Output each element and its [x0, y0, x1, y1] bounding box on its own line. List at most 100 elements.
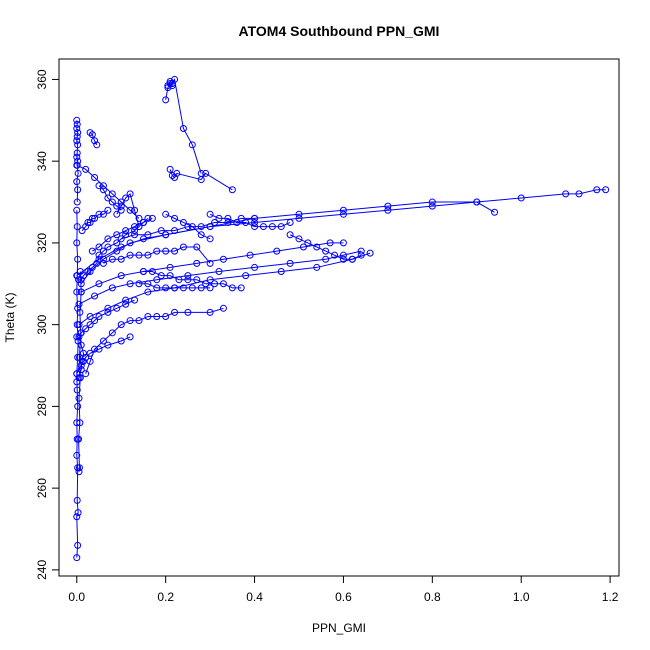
- data-point: [104, 243, 112, 251]
- series-27: [286, 231, 365, 263]
- data-point: [74, 541, 82, 549]
- data-point: [162, 231, 170, 239]
- data-point: [95, 210, 103, 218]
- data-point: [74, 169, 82, 177]
- data-point: [491, 208, 499, 216]
- data-point: [91, 345, 99, 353]
- series-line: [143, 271, 242, 289]
- data-point: [286, 218, 294, 226]
- data-point: [197, 231, 205, 239]
- data-point: [219, 304, 227, 312]
- series-16: [82, 304, 227, 378]
- data-point: [219, 280, 227, 288]
- data-point: [188, 284, 196, 292]
- data-point: [73, 333, 81, 341]
- x-tick-label: 0.8: [424, 590, 441, 604]
- data-point: [135, 317, 143, 325]
- y-tick-label: 340: [35, 151, 49, 171]
- data-point: [179, 243, 187, 251]
- data-point: [95, 182, 103, 190]
- series-line: [98, 185, 122, 211]
- series-layer: [73, 75, 610, 562]
- data-point: [82, 223, 90, 231]
- data-point: [173, 169, 181, 177]
- series-14: [73, 296, 139, 341]
- data-point: [206, 308, 214, 316]
- data-point: [135, 214, 143, 222]
- data-point: [166, 165, 174, 173]
- y-axis: 240 260 280 300 320 340 360: [35, 69, 60, 580]
- data-point: [219, 255, 227, 263]
- series-13: [73, 161, 143, 222]
- series-21: [113, 190, 143, 231]
- x-axis-label: PPN_GMI: [312, 621, 366, 635]
- data-point: [74, 255, 82, 263]
- data-point: [86, 321, 94, 329]
- data-point: [78, 357, 86, 365]
- data-point: [131, 227, 139, 235]
- data-point: [171, 247, 179, 255]
- data-point: [82, 165, 90, 173]
- series-line: [209, 213, 291, 228]
- data-point: [95, 255, 103, 263]
- data-point: [166, 272, 174, 280]
- data-point: [135, 251, 143, 259]
- data-point: [99, 259, 107, 267]
- data-point: [88, 131, 96, 139]
- data-point: [95, 345, 103, 353]
- data-point: [168, 171, 176, 179]
- data-point: [131, 296, 139, 304]
- data-point: [122, 300, 130, 308]
- data-point: [104, 194, 112, 202]
- data-point: [104, 341, 112, 349]
- data-point: [171, 75, 179, 83]
- series-26: [78, 206, 112, 235]
- series-line: [78, 271, 82, 472]
- data-point: [117, 198, 125, 206]
- data-point: [75, 300, 83, 308]
- data-point: [73, 116, 81, 124]
- data-point: [242, 218, 250, 226]
- data-point: [162, 96, 170, 104]
- data-point: [74, 186, 82, 194]
- data-point: [144, 231, 152, 239]
- data-point: [193, 259, 201, 267]
- series-7: [75, 247, 365, 308]
- data-point: [428, 198, 436, 206]
- data-point: [139, 235, 147, 243]
- data-point: [277, 223, 285, 231]
- data-point: [339, 206, 347, 214]
- data-point: [76, 419, 84, 427]
- data-point: [215, 214, 223, 222]
- data-point: [206, 210, 214, 218]
- data-point: [74, 402, 82, 410]
- data-point: [211, 218, 219, 226]
- data-point: [122, 296, 130, 304]
- data-point: [164, 84, 172, 92]
- data-point: [228, 284, 236, 292]
- data-point: [86, 218, 94, 226]
- x-axis: 0.0 0.2 0.4 0.6 0.8 1.0 1.2: [68, 575, 619, 604]
- data-point: [384, 206, 392, 214]
- data-point: [91, 174, 99, 182]
- data-point: [331, 251, 339, 259]
- data-point: [78, 227, 86, 235]
- data-point: [108, 284, 116, 292]
- data-point: [202, 169, 210, 177]
- data-point: [162, 312, 170, 320]
- data-point: [157, 272, 165, 280]
- data-point: [286, 259, 294, 267]
- chart-title: ATOM4 Southbound PPN_GMI: [239, 23, 440, 39]
- data-point: [171, 214, 179, 222]
- x-tick-label: 0.0: [68, 590, 85, 604]
- data-point: [339, 210, 347, 218]
- y-tick-label: 360: [35, 69, 49, 89]
- data-point: [74, 509, 82, 517]
- data-point: [99, 186, 107, 194]
- data-point: [144, 288, 152, 296]
- data-point: [202, 280, 210, 288]
- data-point: [82, 370, 90, 378]
- y-axis-label: Theta (K): [3, 292, 17, 342]
- data-point: [602, 186, 610, 194]
- data-point: [179, 124, 187, 132]
